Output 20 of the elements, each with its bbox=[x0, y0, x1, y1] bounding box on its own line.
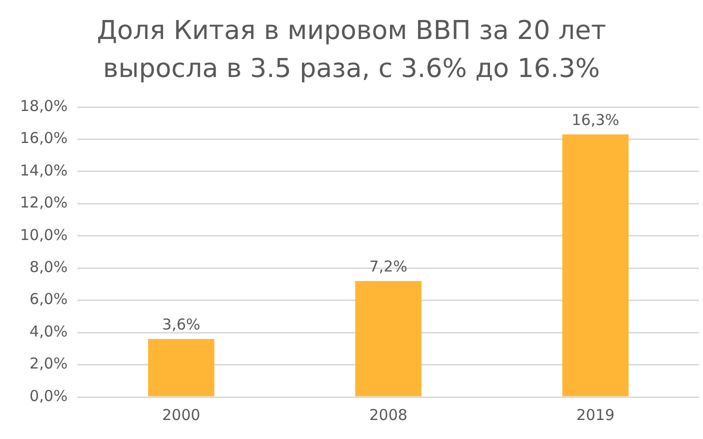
y-tick-label: 0,0% bbox=[30, 386, 68, 405]
y-tick-label: 2,0% bbox=[30, 354, 68, 373]
data-label: 3,6% bbox=[162, 315, 200, 334]
y-tick-label: 18,0% bbox=[20, 96, 68, 115]
y-tick-label: 16,0% bbox=[20, 129, 68, 148]
y-tick-label: 12,0% bbox=[20, 194, 68, 212]
bar bbox=[562, 134, 629, 396]
data-label: 16,3% bbox=[572, 110, 620, 129]
chart-title: Доля Китая в мировом ВВП за 20 лет выросла в 3.5 раза, с 3.6% до 16.3% bbox=[96, 15, 608, 86]
y-tick-label: 4,0% bbox=[30, 322, 68, 340]
x-tick-label: 2008 bbox=[369, 406, 408, 424]
bar bbox=[355, 281, 422, 396]
data-label: 7,2% bbox=[369, 257, 408, 276]
y-tick-label: 6,0% bbox=[30, 290, 68, 308]
y-tick-label: 8,0% bbox=[30, 258, 68, 276]
x-tick-label: 2000 bbox=[162, 406, 200, 424]
x-tick-label: 2019 bbox=[576, 406, 615, 424]
y-tick-label: 14,0% bbox=[20, 161, 68, 180]
bar bbox=[148, 339, 214, 396]
y-tick-label: 10,0% bbox=[20, 226, 68, 244]
